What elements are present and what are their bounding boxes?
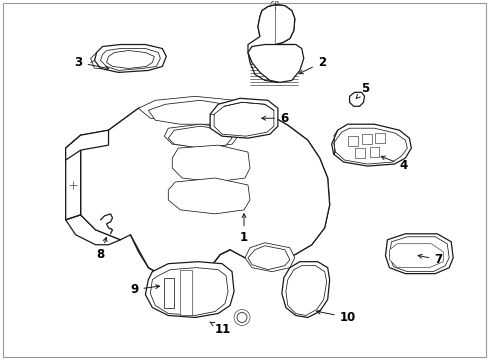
Polygon shape [180, 270, 192, 315]
Polygon shape [331, 124, 410, 166]
Text: 2: 2 [299, 56, 325, 74]
Polygon shape [247, 5, 299, 82]
Polygon shape [354, 148, 364, 158]
Text: 7: 7 [417, 253, 442, 266]
Polygon shape [258, 5, 294, 45]
Text: 10: 10 [316, 310, 355, 324]
Polygon shape [361, 134, 371, 144]
Polygon shape [347, 136, 357, 146]
Polygon shape [281, 262, 329, 318]
Polygon shape [65, 130, 120, 245]
Polygon shape [385, 234, 452, 274]
Polygon shape [106, 50, 154, 68]
Text: 4: 4 [380, 156, 407, 172]
Polygon shape [94, 45, 166, 72]
Polygon shape [164, 124, 238, 148]
Polygon shape [388, 244, 442, 268]
Polygon shape [168, 126, 232, 148]
Polygon shape [138, 96, 262, 122]
Text: 11: 11 [209, 322, 231, 336]
Polygon shape [65, 135, 81, 220]
Polygon shape [101, 49, 160, 71]
Polygon shape [65, 130, 108, 160]
Polygon shape [349, 92, 364, 106]
Text: 5: 5 [355, 82, 369, 99]
Polygon shape [150, 268, 227, 315]
Polygon shape [81, 102, 329, 280]
Text: 1: 1 [240, 214, 247, 244]
Polygon shape [333, 128, 407, 164]
Polygon shape [285, 266, 326, 315]
Polygon shape [148, 100, 249, 124]
Polygon shape [229, 125, 329, 260]
Text: 6: 6 [261, 112, 287, 125]
Text: 9: 9 [130, 283, 159, 296]
Polygon shape [172, 145, 249, 182]
Polygon shape [214, 102, 273, 136]
Text: 8: 8 [96, 238, 107, 261]
Polygon shape [168, 178, 249, 214]
Polygon shape [247, 45, 303, 82]
Polygon shape [108, 102, 287, 152]
Polygon shape [210, 98, 277, 138]
Text: 3: 3 [74, 56, 108, 70]
Polygon shape [247, 246, 289, 270]
Polygon shape [375, 133, 385, 143]
Circle shape [270, 1, 278, 9]
Polygon shape [244, 243, 294, 272]
Polygon shape [164, 278, 174, 307]
Polygon shape [369, 147, 379, 157]
Polygon shape [388, 237, 448, 272]
Polygon shape [145, 262, 234, 318]
